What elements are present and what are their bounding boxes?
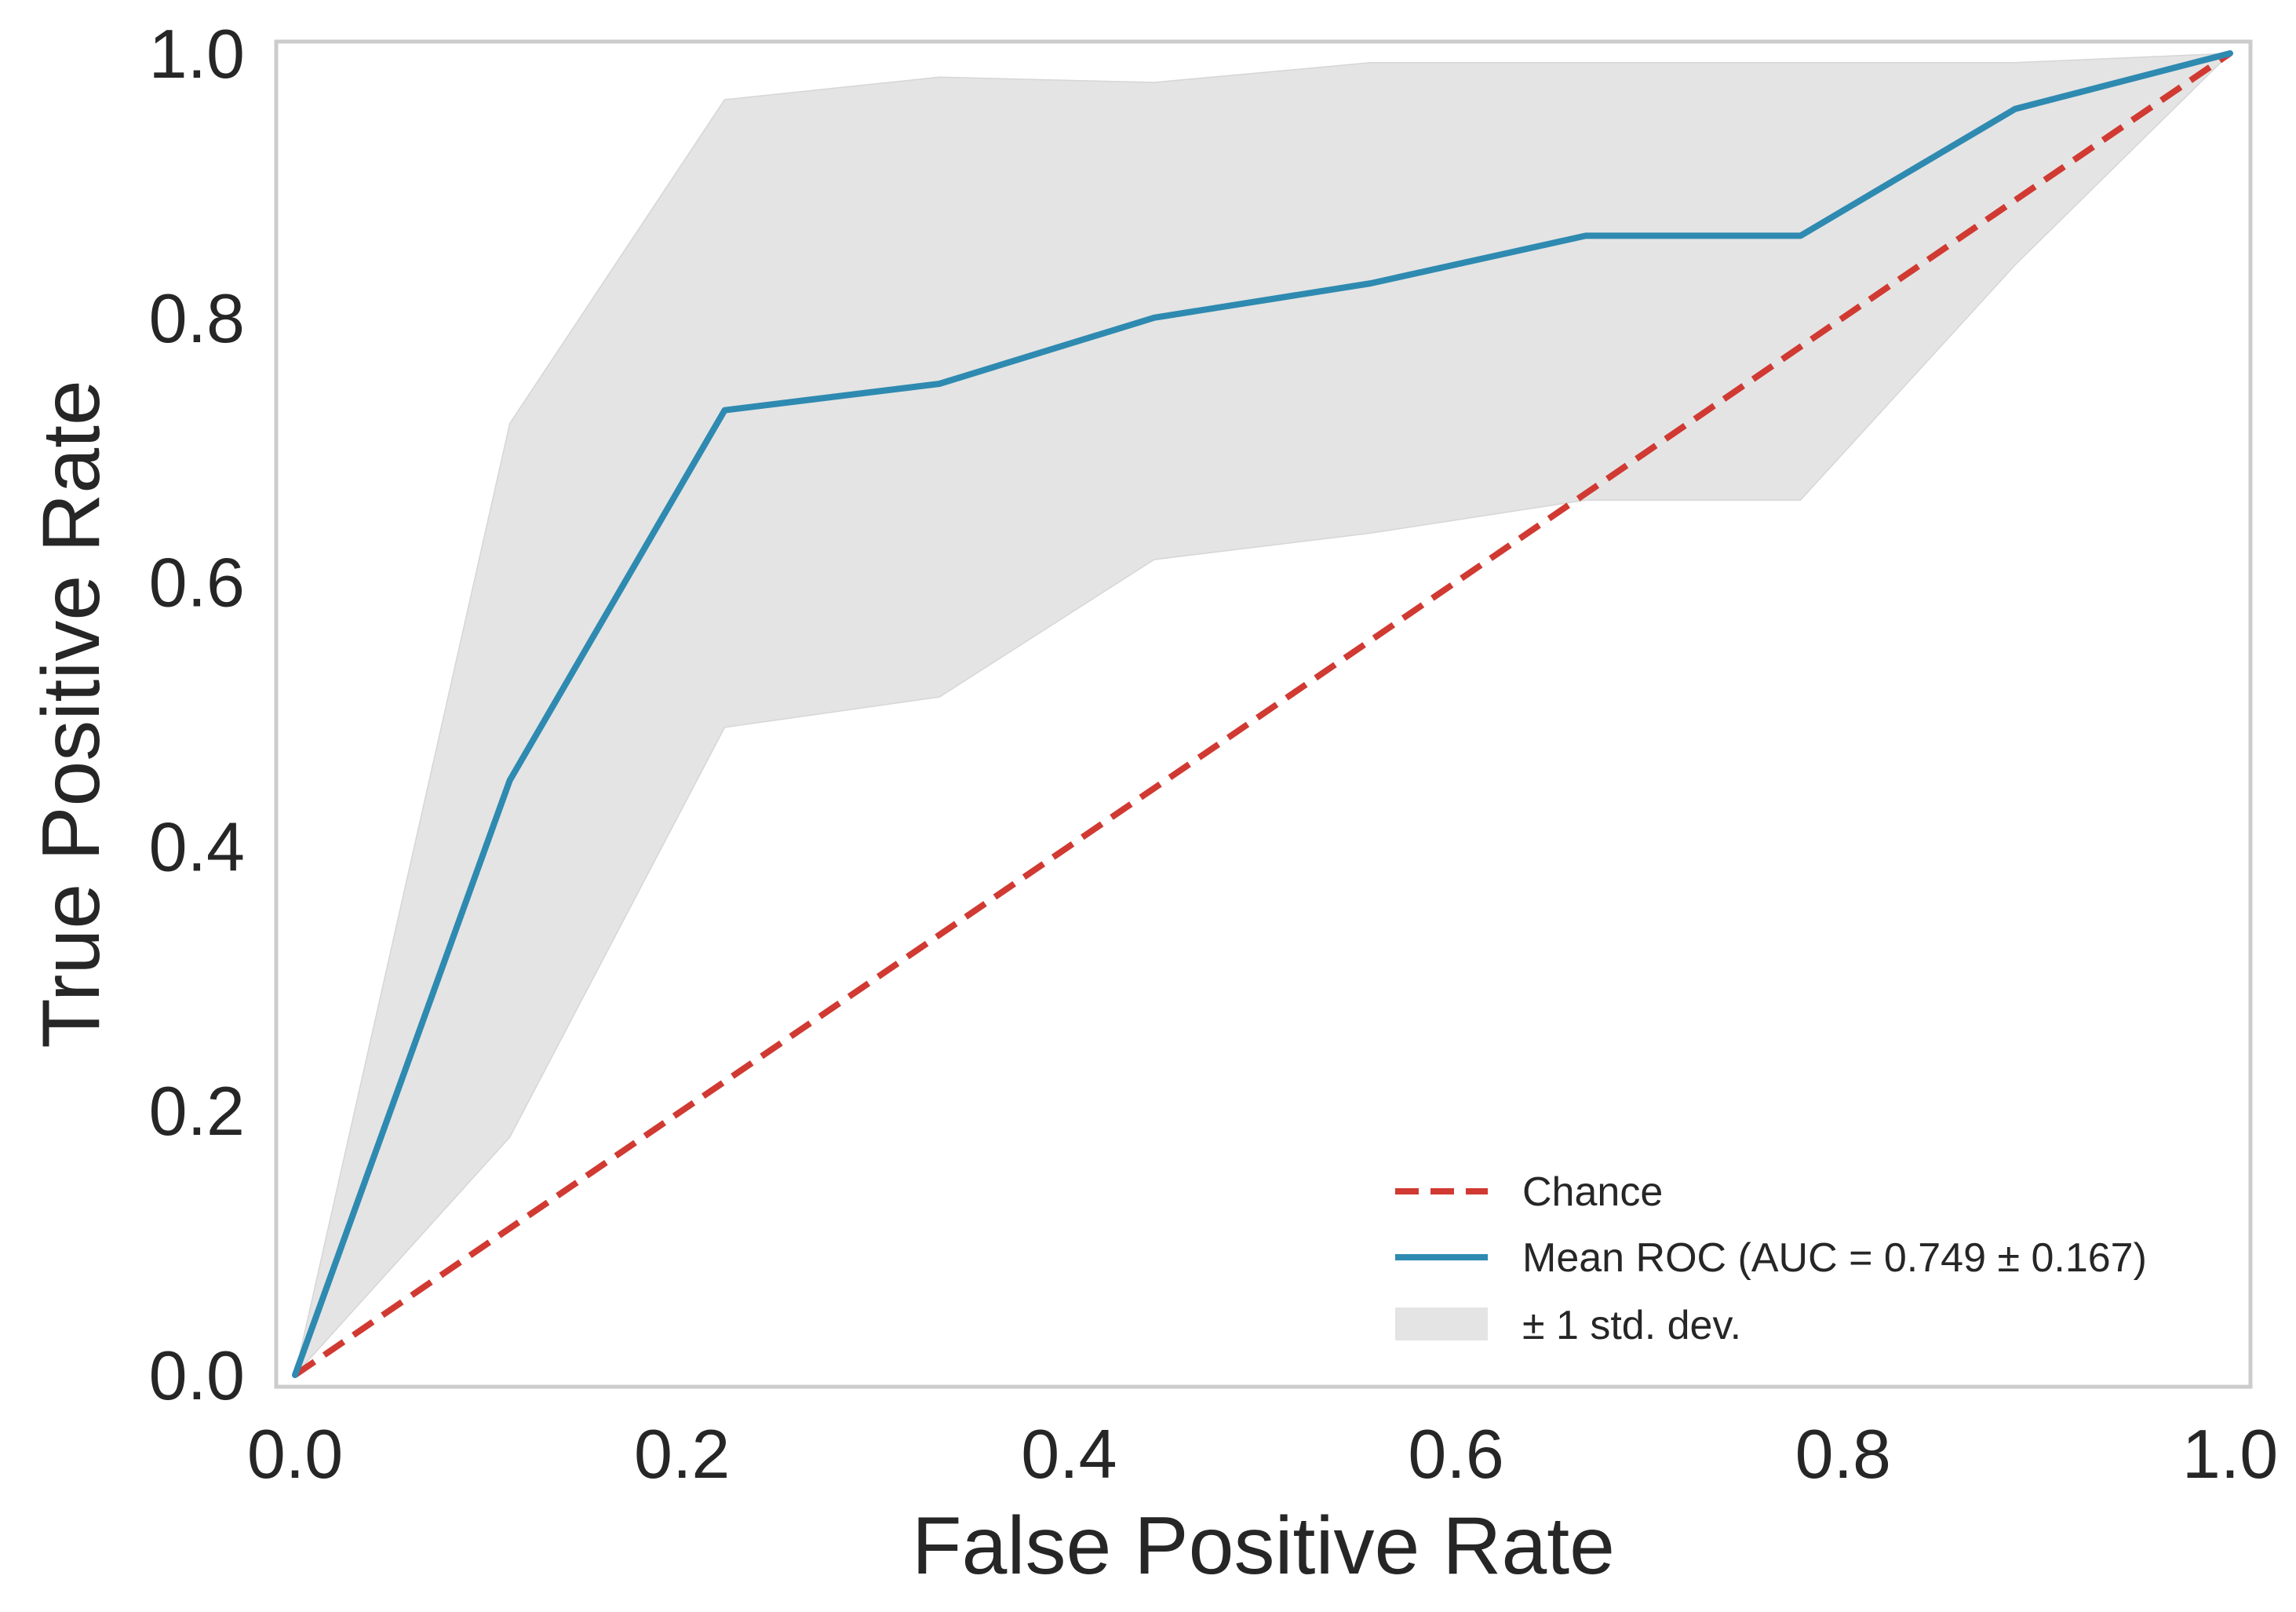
y-tick-label: 0.8 — [149, 279, 245, 357]
x-tick-label: 0.0 — [247, 1415, 343, 1493]
chance-line — [293, 50, 2232, 1378]
y-tick-labels: 0.0 0.2 0.4 0.6 0.8 1.0 — [149, 15, 245, 1414]
x-axis-label: False Positive Rate — [912, 1501, 1615, 1592]
y-tick-label: 1.0 — [149, 15, 245, 93]
legend-chance-label: Chance — [1522, 1169, 1663, 1215]
y-tick-label: 0.2 — [149, 1072, 245, 1150]
y-tick-label: 0.4 — [149, 808, 245, 885]
x-tick-label: 0.6 — [1408, 1415, 1503, 1493]
x-tick-label: 0.4 — [1021, 1415, 1117, 1493]
series-lines-layer — [292, 50, 2233, 1378]
x-tick-labels: 0.0 0.2 0.4 0.6 0.8 1.0 — [247, 1415, 2278, 1493]
x-tick-label: 0.2 — [634, 1415, 730, 1493]
legend-std-band-swatch — [1395, 1307, 1488, 1340]
legend-std-band-label: ± 1 std. dev. — [1522, 1303, 1741, 1348]
legend: Chance Mean ROC (AUC = 0.749 ± 0.167) ± … — [1395, 1169, 2147, 1348]
y-tick-label: 0.6 — [149, 544, 245, 622]
x-tick-label: 0.8 — [1795, 1415, 1891, 1493]
mean-roc-line — [292, 50, 2233, 1378]
y-axis-label: True Positive Rate — [26, 380, 117, 1049]
y-tick-label: 0.0 — [149, 1337, 245, 1414]
axes-frame — [274, 39, 2253, 1389]
x-tick-label: 1.0 — [2182, 1415, 2278, 1493]
legend-mean-roc-label: Mean ROC (AUC = 0.749 ± 0.167) — [1522, 1235, 2147, 1281]
